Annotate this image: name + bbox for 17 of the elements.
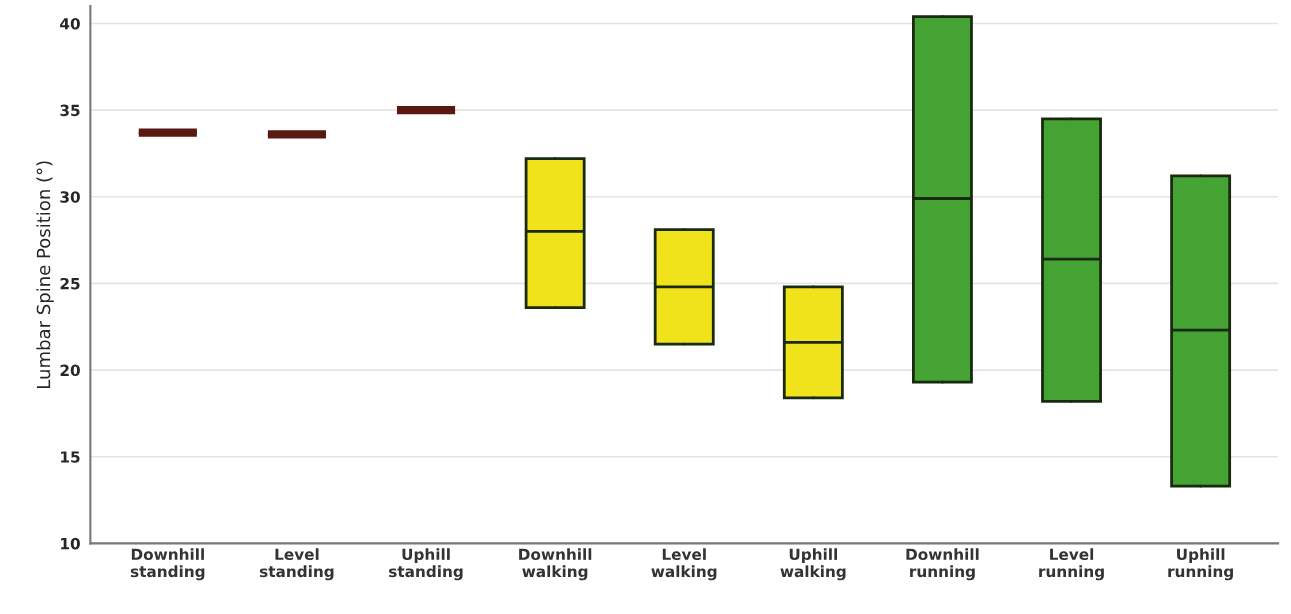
y-tick-label: 10 (61, 537, 80, 550)
x-tick-label: Downhill walking (519, 548, 592, 581)
y-tick-label: 40 (60, 17, 80, 30)
y-tick-label: 30 (60, 191, 80, 203)
x-tick-label: Uphill running (1168, 548, 1233, 581)
y-tick-label: 15 (61, 451, 80, 463)
y-axis-title: Lumbar Spine Position (°) (36, 161, 54, 388)
y-tick-label: 25 (60, 277, 80, 290)
x-tick-label: Uphill walking (780, 548, 846, 581)
x-tick-label: Level standing (259, 548, 334, 581)
x-tick-label: Downhill standing (130, 548, 205, 581)
y-tick-label: 35 (60, 104, 80, 117)
x-tick-label: Uphill standing (389, 548, 463, 581)
y-tick-label: 20 (60, 364, 80, 377)
x-tick-label: Downhill running (906, 548, 979, 581)
x-tick-label: Level walking (651, 548, 717, 581)
x-tick-label: Level running (1039, 548, 1104, 581)
